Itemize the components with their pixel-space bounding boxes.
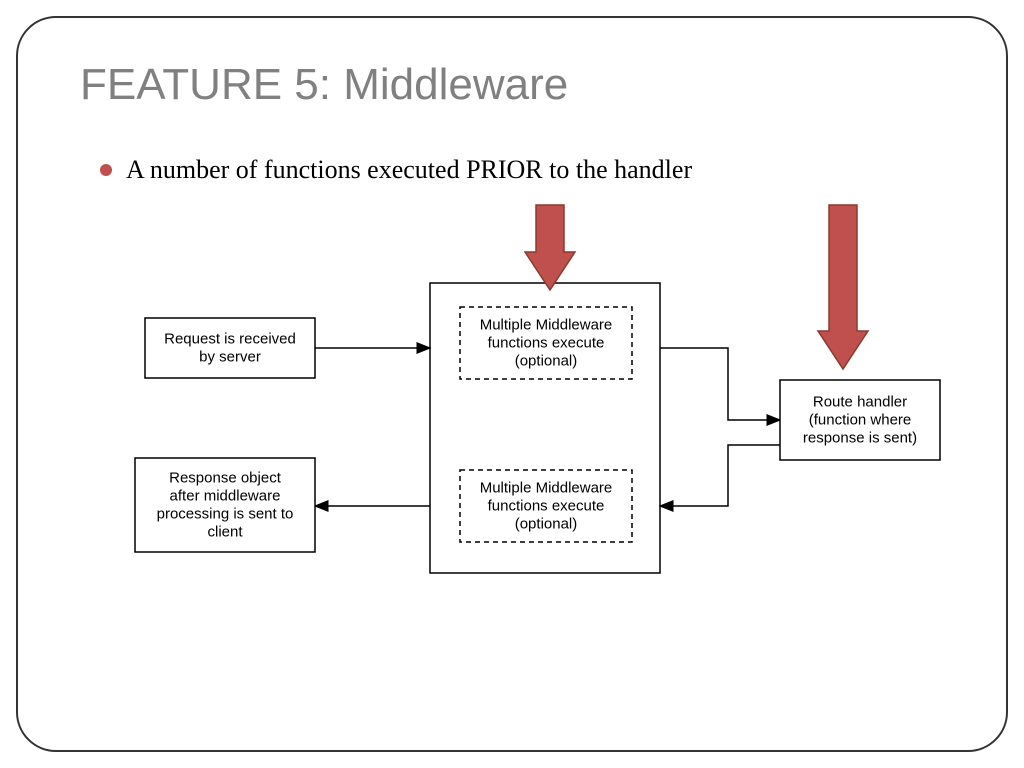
- svg-text:(optional): (optional): [515, 516, 578, 533]
- svg-text:Multiple Middleware: Multiple Middleware: [480, 317, 613, 334]
- svg-text:Response object: Response object: [169, 470, 282, 487]
- svg-text:Route handler: Route handler: [813, 394, 907, 411]
- svg-text:client: client: [207, 524, 243, 541]
- svg-text:Multiple Middleware: Multiple Middleware: [480, 480, 613, 497]
- svg-text:response is sent): response is sent): [803, 430, 917, 447]
- svg-text:processing is sent to: processing is sent to: [157, 506, 294, 523]
- svg-text:after middleware: after middleware: [170, 488, 281, 505]
- svg-text:(optional): (optional): [515, 353, 578, 370]
- flowchart-diagram: Request is receivedby server Multiple Mid…: [0, 0, 1024, 768]
- svg-text:(function where: (function where: [809, 412, 912, 429]
- svg-text:Request is received: Request is received: [164, 331, 296, 348]
- svg-text:functions execute: functions execute: [488, 498, 605, 515]
- svg-text:functions execute: functions execute: [488, 335, 605, 352]
- svg-text:by server: by server: [199, 349, 261, 366]
